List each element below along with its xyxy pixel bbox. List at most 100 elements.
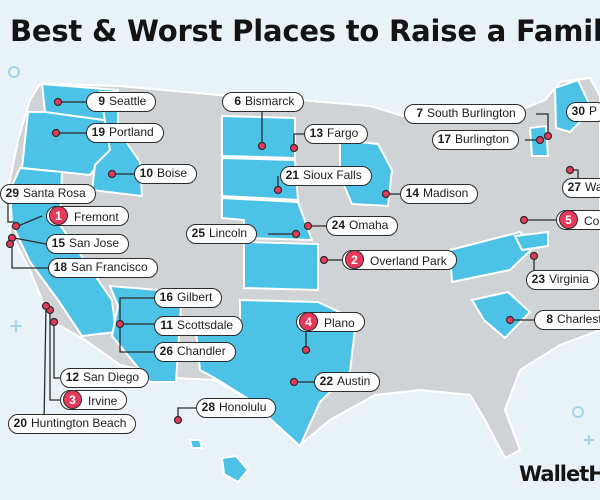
place-rank: 12: [65, 370, 79, 384]
place-name: Seattle: [109, 94, 147, 108]
place-label: 9 Seattle: [86, 92, 157, 112]
place-rank: 28: [201, 400, 215, 414]
pin-burlington: [535, 135, 545, 145]
place-name: San Jose: [69, 236, 120, 250]
place-label: 24 Omaha: [326, 216, 399, 236]
place-rank: 8: [546, 312, 553, 326]
place-name: Fargo: [327, 126, 359, 140]
pin-lincoln: [291, 229, 301, 239]
place-rank: 16: [159, 290, 173, 304]
place-name: Plano: [324, 316, 355, 330]
state-hawaii-small: [188, 439, 204, 449]
state-kansas: [243, 240, 319, 292]
place-name: Honolulu: [219, 400, 267, 414]
pin-seattle: [53, 97, 63, 107]
place-rank: 3: [63, 390, 82, 409]
place-name: Wa: [585, 180, 600, 194]
place-label: 26 Chandler: [154, 342, 236, 362]
place-name: Virginia: [549, 272, 589, 286]
place-name: Santa Rosa: [23, 186, 86, 200]
state-virginia: [448, 230, 537, 284]
place-rank: 18: [53, 260, 67, 274]
place-name: Charlest: [557, 312, 600, 326]
place-rank: 2: [345, 250, 364, 269]
place-label: 14 Madison: [400, 184, 479, 204]
place-rank: 30: [571, 104, 585, 118]
city-pins: [3, 97, 575, 425]
place-label: 21 Sioux Falls: [280, 166, 372, 186]
place-label: 22 Austin: [314, 372, 381, 392]
place-name: Chandler: [177, 344, 226, 358]
pin-boise: [107, 169, 117, 179]
pin-virginia: [529, 251, 539, 261]
place-name: Sioux Falls: [303, 168, 362, 182]
place-label: 13 Fargo: [304, 124, 369, 144]
pin-omaha: [303, 221, 313, 231]
place-label: 4 Plano: [296, 312, 365, 332]
place-label: 20 Huntington Beach: [8, 414, 137, 434]
pin-overland-park: [319, 255, 329, 265]
place-name: Overland Park: [370, 254, 447, 268]
place-label: 19 Portland: [86, 123, 164, 143]
pin-wa: [565, 165, 575, 175]
pin-charlest: [505, 315, 515, 325]
place-name: San Francisco: [71, 260, 148, 274]
place-rank: 24: [331, 218, 345, 232]
place-rank: 9: [98, 94, 105, 108]
place-label: 28 Honolulu: [196, 398, 277, 418]
place-label: 7 South Burlington: [404, 104, 526, 124]
pin-fargo: [289, 143, 299, 153]
place-label: 27 Wa: [562, 178, 600, 198]
place-rank: 19: [91, 125, 105, 139]
place-label: 17 Burlington: [432, 130, 520, 150]
place-name: Madison: [423, 186, 469, 200]
place-label: 12 San Diego: [60, 368, 150, 388]
place-rank: 11: [160, 318, 173, 332]
pin-madison: [381, 189, 391, 199]
place-name: Austin: [337, 374, 371, 388]
pin-fremont: [11, 221, 21, 231]
brand-logo: WalletH: [519, 462, 600, 486]
place-rank: 27: [567, 180, 581, 194]
place-rank: 23: [531, 272, 545, 286]
pin-colu: [519, 215, 529, 225]
pin-san-diego: [49, 317, 59, 327]
place-rank: 29: [5, 186, 19, 200]
place-label: 18 San Francisco: [48, 258, 158, 278]
place-rank: 6: [234, 94, 241, 108]
state-north-dakota: [221, 114, 296, 160]
place-rank: 21: [285, 168, 299, 182]
place-name: Scottsdale: [177, 318, 234, 332]
place-rank: 10: [139, 166, 153, 180]
place-rank: 7: [416, 106, 423, 120]
pin-sioux-falls: [273, 185, 283, 195]
pin-austin: [289, 377, 299, 387]
place-name: Bismarck: [245, 94, 295, 108]
place-label: 5 Colu: [556, 210, 600, 230]
place-label: 15 San Jose: [46, 234, 130, 254]
place-label: 11 Scottsdale: [154, 316, 244, 336]
place-rank: 14: [405, 186, 419, 200]
pin-south-burlington: [543, 131, 553, 141]
place-rank: 5: [559, 210, 578, 229]
place-name: Burlington: [455, 132, 510, 146]
place-label: 23 Virginia: [526, 270, 599, 290]
place-label: 16 Gilbert: [154, 288, 223, 308]
place-label: 6 Bismarck: [222, 92, 305, 112]
place-label: 30 P: [566, 102, 600, 122]
place-name: Portland: [109, 125, 154, 139]
place-rank: 1: [49, 206, 68, 225]
place-rank: 22: [319, 374, 333, 388]
place-name: Colu: [584, 214, 600, 228]
place-label: 3 Irvine: [60, 390, 128, 410]
place-name: Boise: [157, 166, 188, 180]
place-label: 29 Santa Rosa: [0, 184, 96, 204]
place-rank: 26: [159, 344, 173, 358]
place-name: Gilbert: [177, 290, 213, 304]
place-name: San Diego: [83, 370, 140, 384]
pin-portland: [51, 128, 61, 138]
place-rank: 20: [13, 416, 27, 430]
state-south-carolina: [470, 290, 532, 340]
